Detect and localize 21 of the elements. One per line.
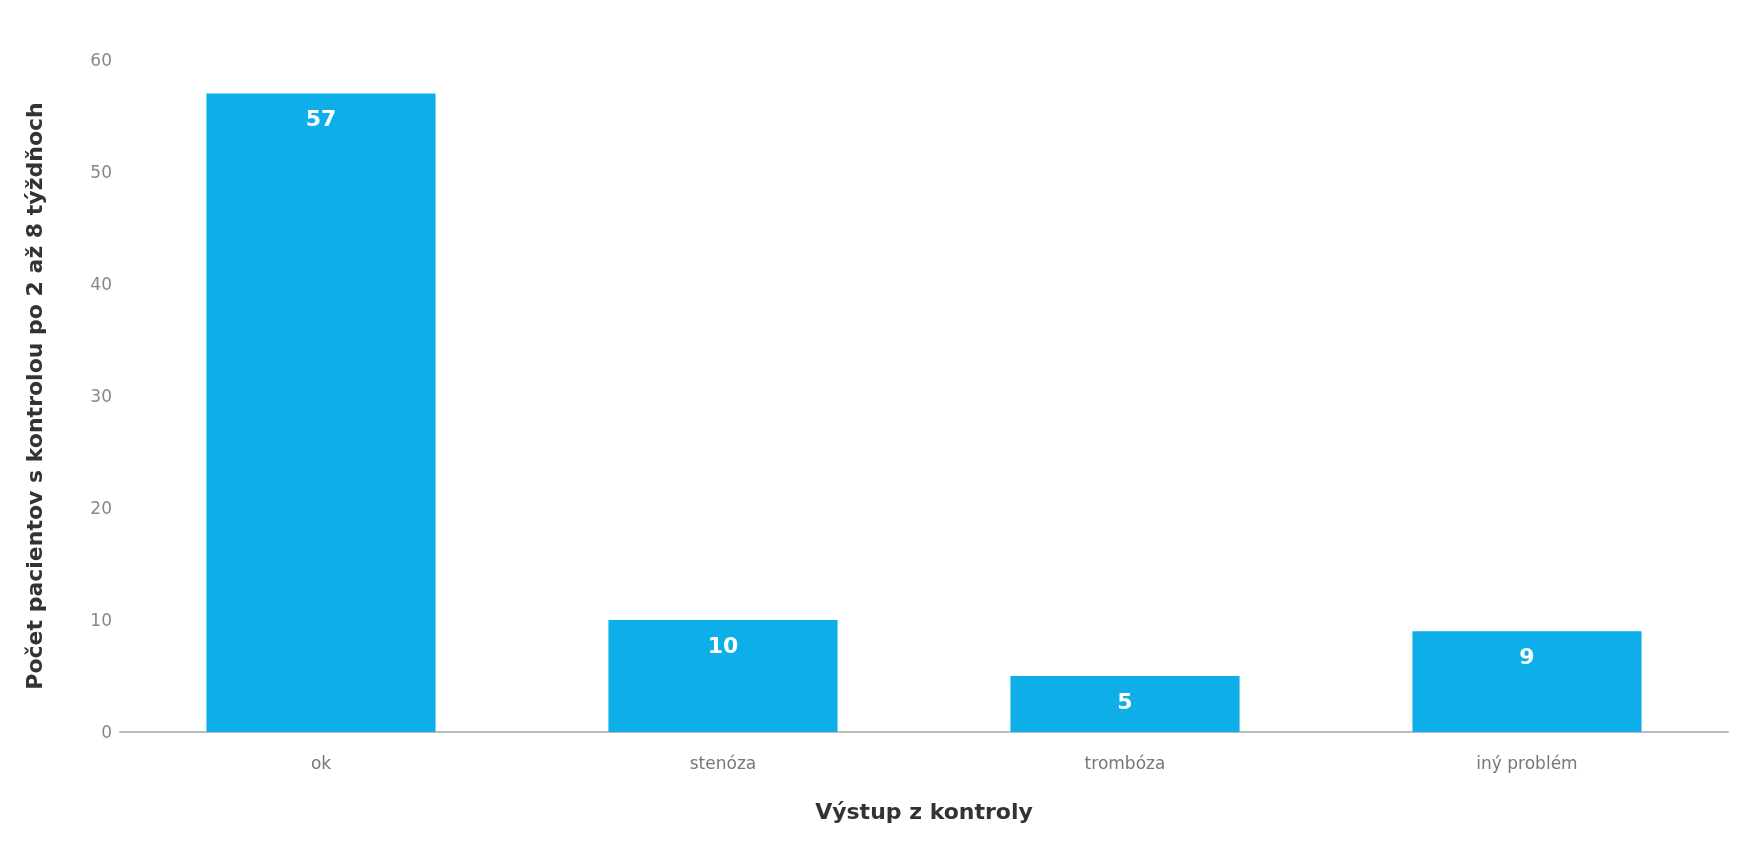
y-tick-label: 20 bbox=[90, 498, 112, 518]
bar bbox=[1412, 631, 1642, 732]
data-label: 10 bbox=[707, 632, 739, 658]
y-tick-label: 0 bbox=[101, 722, 112, 742]
y-tick-label: 40 bbox=[90, 274, 112, 294]
bar bbox=[608, 620, 838, 732]
y-tick-label: 60 bbox=[90, 50, 112, 70]
y-tick-label: 30 bbox=[90, 386, 112, 406]
y-axis-title: Počet pacientov s kontrolou po 2 až 8 týždňoch bbox=[21, 102, 47, 690]
data-label: 5 bbox=[1117, 688, 1133, 714]
x-tick-label: stenóza bbox=[689, 752, 757, 773]
bar bbox=[206, 93, 436, 732]
x-tick-label: iný problém bbox=[1476, 752, 1578, 773]
x-axis-title: Výstup z kontroly bbox=[815, 798, 1033, 824]
data-label: 9 bbox=[1519, 643, 1535, 669]
x-tick-label: trombóza bbox=[1084, 752, 1166, 773]
data-label: 57 bbox=[305, 106, 337, 132]
x-tick-label: ok bbox=[310, 752, 332, 773]
bar bbox=[1010, 676, 1240, 732]
y-tick-label: 50 bbox=[90, 162, 112, 182]
y-tick-label: 10 bbox=[90, 610, 112, 630]
